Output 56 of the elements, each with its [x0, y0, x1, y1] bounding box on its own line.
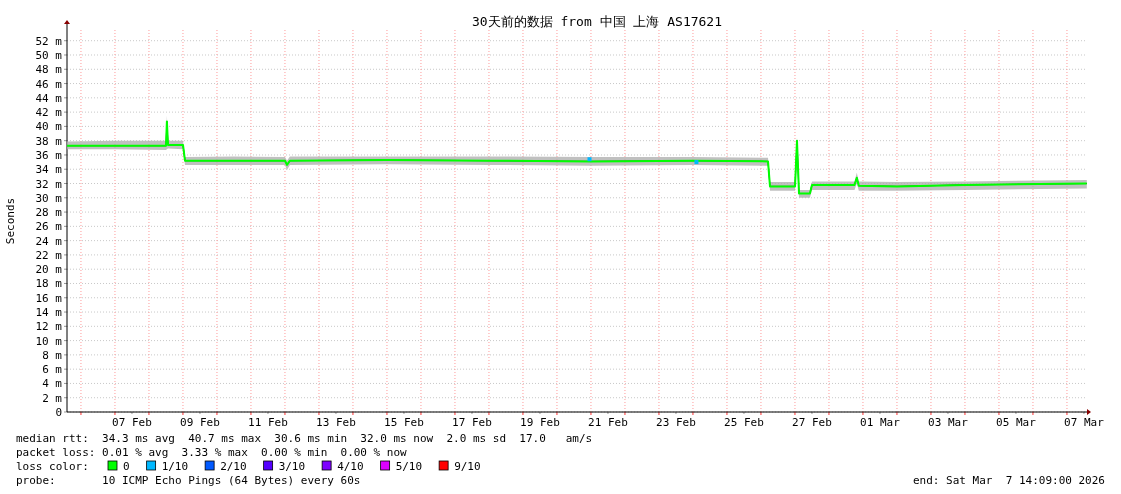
x-tick-label: 09 Feb: [180, 416, 220, 429]
x-tick-label: 25 Feb: [724, 416, 764, 429]
legend-label: 9/10: [454, 460, 481, 473]
legend-label: 5/10: [395, 460, 423, 473]
x-tick-label: 05 Mar: [996, 416, 1037, 429]
legend-label: 4/10: [337, 460, 364, 473]
x-tick-label: 13 Feb: [316, 416, 356, 429]
text: median rtt: 34.3 ms avg 40.7 ms max 30.6 ms min 32.0 ms now 2.0 ms sd 17.0 am/s: [16, 432, 593, 445]
x-tick-label: 01 Mar: [860, 416, 901, 429]
y-tick-label: 38 m: [35, 134, 63, 148]
y-tick-label: 6 m: [42, 363, 63, 377]
legend-label: 1/10: [161, 460, 189, 473]
y-tick-label: 36 m: [35, 148, 63, 162]
y-tick-label: 8 m: [42, 348, 63, 362]
y-tick-label: 32 m: [35, 177, 63, 191]
text: probe: 10 ICMP Echo Pings (64 Bytes) every 60s: [16, 474, 361, 487]
y-tick-label: 0: [55, 406, 62, 419]
legend-title: loss color:: [16, 460, 89, 473]
x-tick-label: 15 Feb: [384, 416, 424, 429]
y-tick-label: 20 m: [35, 263, 63, 277]
y-tick-label: 18 m: [35, 277, 63, 291]
y-tick-label: 10 m: [35, 334, 63, 348]
y-tick-label: 26 m: [35, 220, 63, 234]
y-tick-label: 2 m: [42, 391, 63, 405]
legend-label: 2/10: [220, 460, 247, 473]
y-tick-label: 52 m: [35, 34, 63, 48]
y-tick-label: 48 m: [35, 63, 63, 77]
x-tick-label: 07 Mar: [1064, 416, 1105, 429]
y-tick-label: 40 m: [35, 120, 63, 134]
y-axis-title: Seconds: [4, 197, 17, 245]
legend-label: 3/10: [278, 460, 306, 473]
x-tick-label: 07 Feb: [112, 416, 152, 429]
y-tick-label: 28 m: [35, 206, 63, 220]
y-tick-label: 4 m: [42, 377, 63, 391]
chart-title: 30天前的数据 from 中国 上海 AS17621: [471, 14, 723, 29]
x-tick-label: 21 Feb: [588, 416, 628, 429]
text: packet loss: 0.01 % avg 3.33 % max 0.00 % min 0.00 % now: [16, 446, 408, 459]
y-tick-label: 42 m: [35, 106, 63, 120]
y-tick-label: 44 m: [35, 91, 63, 105]
legend-label: 0: [123, 460, 130, 473]
x-tick-label: 27 Feb: [792, 416, 832, 429]
y-tick-label: 30 m: [35, 191, 63, 205]
x-tick-label: 11 Feb: [248, 416, 288, 429]
y-tick-label: 14 m: [35, 306, 63, 320]
y-tick-label: 34 m: [35, 163, 63, 177]
y-tick-label: 50 m: [35, 48, 63, 62]
x-tick-label: 19 Feb: [520, 416, 560, 429]
y-tick-label: 16 m: [35, 291, 63, 305]
x-tick-label: 23 Feb: [656, 416, 696, 429]
text: end: Sat Mar 7 14:09:00 2026: [912, 474, 1105, 487]
y-tick-label: 22 m: [35, 248, 63, 262]
y-tick-label: 12 m: [35, 320, 63, 334]
x-tick-label: 03 Mar: [928, 416, 969, 429]
y-tick-label: 24 m: [35, 234, 63, 248]
y-tick-label: 46 m: [35, 77, 63, 91]
x-tick-label: 17 Feb: [452, 416, 492, 429]
